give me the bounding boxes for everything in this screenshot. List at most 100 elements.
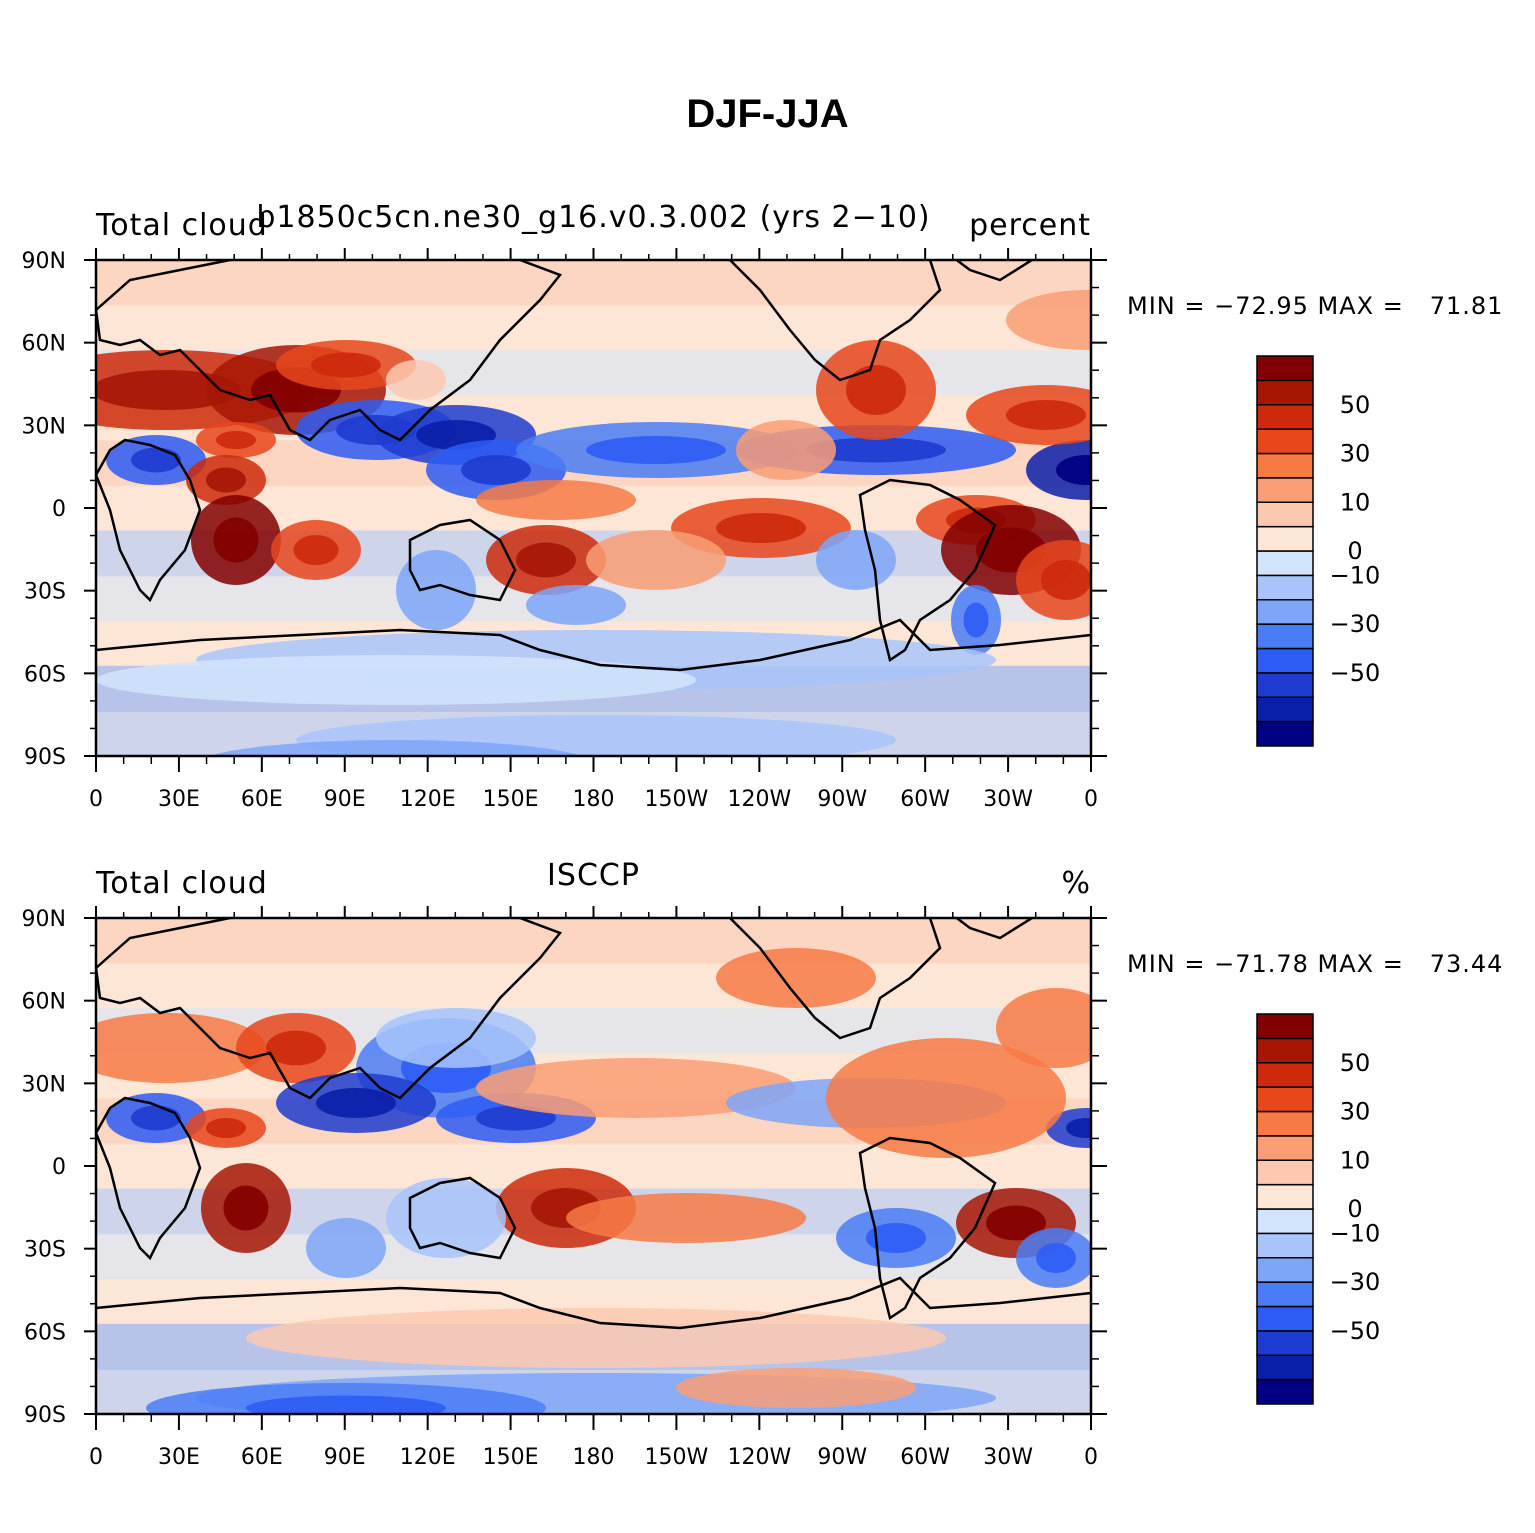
colorbar-box (1256, 623, 1314, 650)
colorbar-box (1256, 1062, 1314, 1088)
colorbar-box (1256, 477, 1314, 503)
colorbar-label: −50 (1330, 659, 1381, 687)
lon-tick-label: 30W (983, 787, 1033, 812)
bottom-panel: Total cloud ISCCP % MIN = −71.78 MAX = 7… (0, 838, 1535, 1498)
lat-tick-label: 60N (22, 990, 66, 1015)
lat-tick-label: 90N (22, 249, 66, 274)
lon-tick-label: 60E (241, 1445, 283, 1470)
colorbar-box (1256, 1281, 1314, 1308)
colorbar-box (1256, 1013, 1314, 1040)
lon-tick-label: 60W (900, 787, 950, 812)
colorbar-label: 50 (1340, 391, 1371, 419)
lon-tick-label: 120W (727, 787, 791, 812)
lon-tick-label: 60E (241, 787, 283, 812)
lat-tick-label: 60N (22, 332, 66, 357)
figure-title: DJF-JJA (686, 92, 849, 136)
colorbar-label: −10 (1330, 1219, 1381, 1247)
colorbar-box (1256, 452, 1314, 479)
colorbar-box (1256, 1110, 1314, 1137)
lon-tick-label: 0 (89, 787, 103, 812)
lon-tick-label: 30E (158, 787, 200, 812)
top-left-label: Total cloud (96, 208, 268, 243)
lat-tick-label: 90S (24, 745, 66, 770)
lat-tick-label: 90N (22, 907, 66, 932)
colorbar-label: 50 (1340, 1049, 1371, 1077)
lon-tick-label: 90E (324, 787, 366, 812)
colorbar-box (1256, 647, 1314, 674)
lat-tick-label: 60S (24, 662, 66, 687)
lon-tick-label: 90W (817, 1445, 867, 1470)
lon-tick-label: 150W (645, 1445, 709, 1470)
colorbar-box (1256, 1354, 1314, 1381)
contour-field (96, 260, 1091, 756)
colorbar-label: 0 (1347, 1195, 1362, 1223)
colorbar-box (1256, 525, 1314, 552)
colorbar-box (1256, 1232, 1314, 1259)
lon-tick-label: 150E (483, 1445, 539, 1470)
bottom-right-label: % (1061, 866, 1091, 901)
lon-tick-label: 30E (158, 1445, 200, 1470)
colorbar-box (1256, 696, 1314, 723)
colorbar-box (1256, 1159, 1314, 1186)
colorbar-box (1256, 1183, 1314, 1210)
colorbar-label: 30 (1340, 1098, 1371, 1126)
lon-tick-label: 0 (1084, 787, 1098, 812)
colorbar-box (1256, 428, 1314, 455)
lat-tick-label: 60S (24, 1320, 66, 1345)
colorbar-box (1256, 1086, 1314, 1113)
bottom-left-label: Total cloud (96, 866, 268, 901)
colorbar-box (1256, 501, 1314, 528)
colorbar-label: −50 (1330, 1317, 1381, 1345)
colorbar-box (1256, 1257, 1314, 1283)
colorbar-box (1256, 1305, 1314, 1332)
bottom-minmax: MIN = −71.78 MAX = 73.44 (1127, 950, 1504, 978)
colorbar-box (1256, 355, 1314, 382)
colorbar-box (1256, 379, 1314, 406)
bottom-map: 90N 60N 30N 0 30S 60S 90S 0 30E 60E 90E 120E 150E 180… (22, 906, 1381, 1470)
lat-tick-label: 0 (52, 1155, 66, 1180)
colorbar-box (1256, 1378, 1314, 1405)
lat-tick-label: 90S (24, 1403, 66, 1428)
colorbar-box (1256, 574, 1314, 601)
colorbar-box (1256, 1208, 1314, 1235)
colorbar-box (1256, 404, 1314, 430)
colorbar-box (1256, 550, 1314, 577)
lat-tick-label: 30S (24, 1238, 66, 1263)
lon-tick-label: 30W (983, 1445, 1033, 1470)
lon-tick-label: 60W (900, 1445, 950, 1470)
colorbar-box (1256, 1037, 1314, 1064)
colorbar-label: 10 (1340, 488, 1371, 516)
top-minmax: MIN = −72.95 MAX = 71.81 (1127, 292, 1504, 320)
lon-tick-label: 120E (400, 1445, 456, 1470)
lon-tick-label: 150E (483, 787, 539, 812)
colorbar-label: −30 (1330, 1268, 1381, 1296)
colorbar-box (1256, 672, 1314, 698)
lat-tick-label: 30S (24, 580, 66, 605)
colorbar-box (1256, 720, 1314, 747)
lon-tick-label: 90E (324, 1445, 366, 1470)
lon-tick-label: 90W (817, 787, 867, 812)
colorbar-box (1256, 1135, 1314, 1161)
lon-tick-label: 0 (89, 1445, 103, 1470)
lon-tick-label: 120W (727, 1445, 791, 1470)
bottom-center-label: ISCCP (547, 858, 640, 893)
colorbar-label: 30 (1340, 440, 1371, 468)
colorbar-box (1256, 599, 1314, 625)
lon-tick-label: 180 (573, 1445, 615, 1470)
top-right-label: percent (969, 208, 1091, 243)
lon-tick-label: 0 (1084, 1445, 1098, 1470)
lat-tick-label: 30N (22, 414, 66, 439)
top-panel: Total cloud b1850c5cn.ne30_g16.v0.3.002 … (0, 180, 1535, 840)
colorbar-label: 0 (1347, 537, 1362, 565)
top-center-label: b1850c5cn.ne30_g16.v0.3.002 (yrs 2−10) (256, 200, 931, 235)
top-map: 90N 60N 30N 0 30S 60S 90S 0 30E 60E 90E 120E 150E 180… (22, 248, 1381, 812)
colorbar-label: 10 (1340, 1146, 1371, 1174)
lon-tick-label: 150W (645, 787, 709, 812)
colorbar-label: −30 (1330, 610, 1381, 638)
colorbar-box (1256, 1330, 1314, 1356)
contour-field (96, 918, 1091, 1414)
lon-tick-label: 120E (400, 787, 456, 812)
lat-tick-label: 0 (52, 497, 66, 522)
lon-tick-label: 180 (573, 787, 615, 812)
lat-tick-label: 30N (22, 1072, 66, 1097)
